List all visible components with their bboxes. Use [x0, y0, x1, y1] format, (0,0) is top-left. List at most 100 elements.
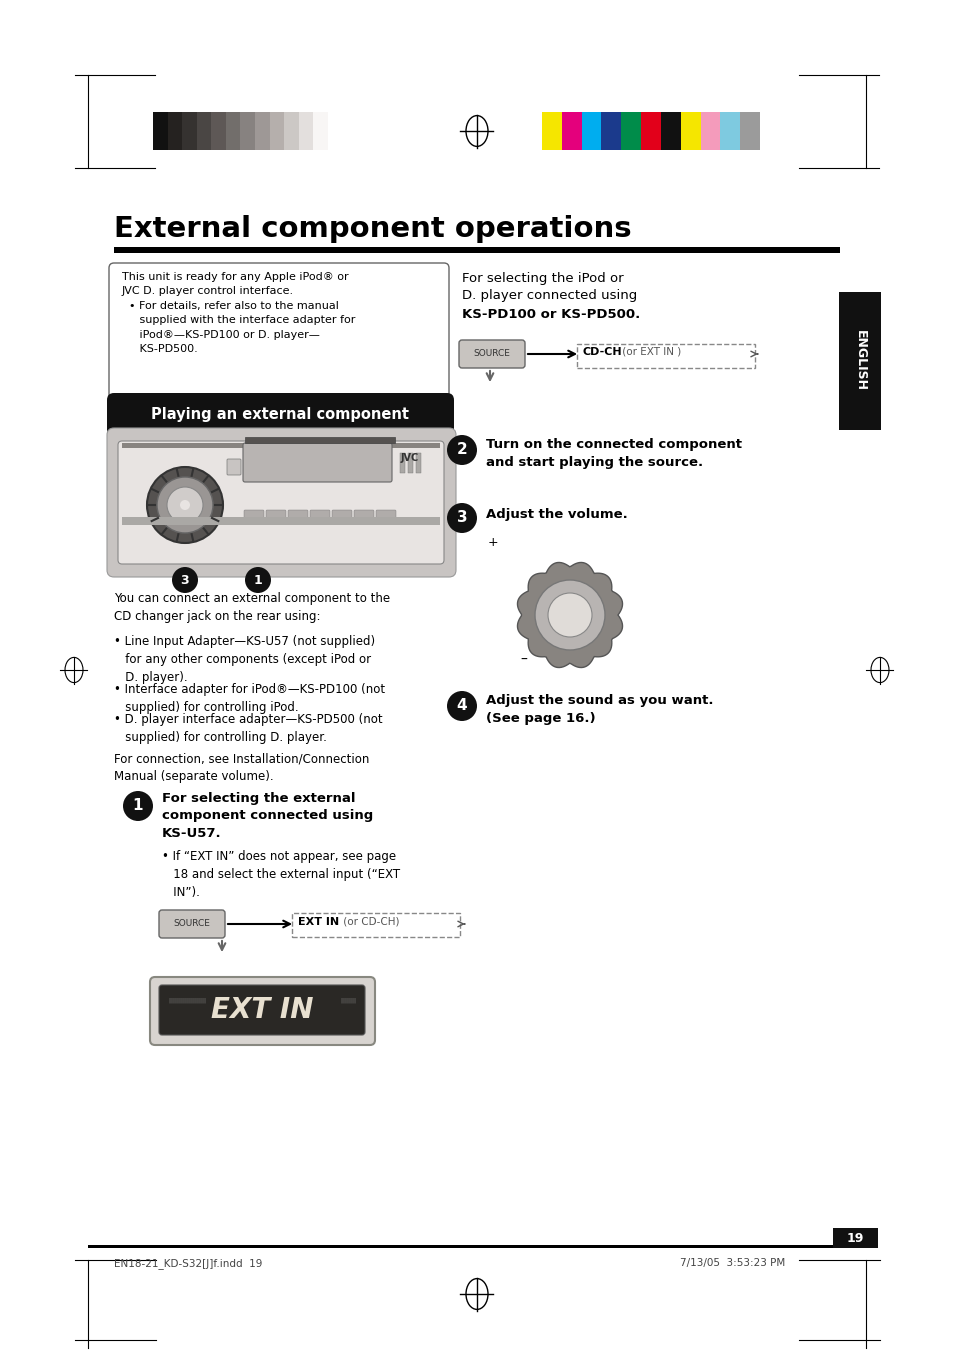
Text: • Line Input Adapter—KS-U57 (not supplied)
   for any other components (except i: • Line Input Adapter—KS-U57 (not supplie… — [113, 635, 375, 684]
Text: • Interface adapter for iPod®—KS-PD100 (not
   supplied) for controlling iPod.: • Interface adapter for iPod®—KS-PD100 (… — [113, 684, 385, 713]
Bar — [660, 112, 680, 150]
Bar — [270, 112, 284, 150]
FancyBboxPatch shape — [118, 440, 443, 563]
Text: 2: 2 — [456, 443, 467, 458]
Text: External component operations: External component operations — [113, 215, 631, 243]
Text: 3: 3 — [456, 511, 467, 526]
Bar — [254, 112, 270, 150]
Text: 7/13/05  3:53:23 PM: 7/13/05 3:53:23 PM — [679, 1258, 784, 1269]
Bar — [640, 112, 660, 150]
Bar — [292, 913, 459, 938]
Text: 1: 1 — [253, 574, 262, 586]
Bar — [740, 112, 760, 150]
Circle shape — [535, 580, 604, 650]
Bar — [720, 112, 740, 150]
Text: 19: 19 — [845, 1232, 862, 1244]
FancyBboxPatch shape — [375, 509, 395, 521]
Bar — [620, 112, 640, 150]
Circle shape — [447, 503, 476, 534]
Bar — [284, 112, 298, 150]
FancyBboxPatch shape — [159, 985, 365, 1035]
Text: Playing an external component: Playing an external component — [151, 408, 409, 423]
FancyBboxPatch shape — [310, 509, 330, 521]
FancyBboxPatch shape — [109, 263, 449, 400]
Circle shape — [547, 593, 592, 638]
Bar — [212, 112, 226, 150]
Circle shape — [172, 567, 198, 593]
Text: EXT IN: EXT IN — [297, 917, 338, 927]
Circle shape — [123, 790, 152, 821]
FancyBboxPatch shape — [354, 509, 374, 521]
Text: For selecting the iPod or
D. player connected using: For selecting the iPod or D. player conn… — [461, 272, 637, 303]
Bar — [600, 112, 620, 150]
Bar — [245, 436, 395, 443]
Bar — [832, 1228, 877, 1248]
Bar — [408, 453, 413, 473]
Bar — [680, 112, 700, 150]
Bar — [88, 1246, 865, 1248]
Bar — [399, 453, 405, 473]
Circle shape — [157, 477, 213, 534]
FancyBboxPatch shape — [266, 509, 286, 521]
Polygon shape — [517, 562, 622, 667]
Bar — [416, 453, 420, 473]
Circle shape — [245, 567, 271, 593]
Circle shape — [180, 500, 190, 509]
Bar — [122, 517, 439, 526]
Text: Turn on the connected component
and start playing the source.: Turn on the connected component and star… — [485, 438, 741, 469]
FancyBboxPatch shape — [332, 509, 352, 521]
Bar — [122, 443, 439, 449]
Text: JVC: JVC — [400, 453, 418, 463]
Text: (or EXT IN ): (or EXT IN ) — [618, 347, 680, 357]
Bar — [240, 112, 254, 150]
Text: You can connect an external component to the
CD changer jack on the rear using:: You can connect an external component to… — [113, 592, 390, 623]
Text: 4: 4 — [456, 698, 467, 713]
Bar — [152, 112, 168, 150]
Bar — [700, 112, 720, 150]
Bar — [196, 112, 212, 150]
Bar — [182, 112, 196, 150]
Text: SOURCE: SOURCE — [173, 920, 211, 928]
Circle shape — [447, 435, 476, 465]
FancyBboxPatch shape — [243, 443, 392, 482]
Circle shape — [147, 467, 223, 543]
Text: Adjust the volume.: Adjust the volume. — [485, 508, 627, 521]
Text: 3: 3 — [180, 574, 189, 586]
Circle shape — [447, 690, 476, 721]
Bar — [581, 112, 600, 150]
Bar — [561, 112, 581, 150]
Text: • If “EXT IN” does not appear, see page
   18 and select the external input (“EX: • If “EXT IN” does not appear, see page … — [162, 850, 399, 898]
Text: • D. player interface adapter—KS-PD500 (not
   supplied) for controlling D. play: • D. player interface adapter—KS-PD500 (… — [113, 713, 382, 744]
Text: SOURCE: SOURCE — [473, 350, 510, 358]
Bar — [314, 112, 328, 150]
FancyBboxPatch shape — [107, 393, 454, 436]
FancyBboxPatch shape — [458, 340, 524, 367]
Text: For connection, see Installation/Connection
Manual (separate volume).: For connection, see Installation/Connect… — [113, 753, 369, 784]
FancyBboxPatch shape — [288, 509, 308, 521]
Text: (or CD-CH): (or CD-CH) — [339, 917, 399, 927]
FancyBboxPatch shape — [107, 428, 456, 577]
Text: 1: 1 — [132, 798, 143, 813]
Bar — [113, 247, 840, 253]
Text: –: – — [519, 653, 526, 667]
Text: This unit is ready for any Apple iPod® or
JVC D. player control interface.
  • F: This unit is ready for any Apple iPod® o… — [122, 272, 355, 354]
Text: EXT IN: EXT IN — [211, 996, 313, 1024]
Text: |||||||||||||||||||: ||||||||||||||||||| — [168, 997, 206, 1002]
FancyBboxPatch shape — [227, 459, 241, 476]
Text: KS-PD100 or KS-PD500.: KS-PD100 or KS-PD500. — [461, 308, 639, 322]
Bar — [838, 292, 880, 430]
Bar — [577, 345, 754, 367]
Text: +: + — [488, 536, 498, 549]
Text: EN18-21_KD-S32[J]f.indd  19: EN18-21_KD-S32[J]f.indd 19 — [113, 1258, 262, 1269]
Bar — [168, 112, 182, 150]
Circle shape — [167, 486, 203, 523]
Bar — [226, 112, 240, 150]
Text: CD-CH: CD-CH — [582, 347, 622, 357]
Text: ENGLISH: ENGLISH — [853, 331, 865, 392]
Bar — [298, 112, 314, 150]
FancyBboxPatch shape — [150, 977, 375, 1046]
Text: For selecting the external
component connected using
KS-U57.: For selecting the external component con… — [162, 792, 373, 840]
Bar — [541, 112, 561, 150]
Text: ||||||||: |||||||| — [339, 997, 355, 1002]
FancyBboxPatch shape — [244, 509, 264, 521]
